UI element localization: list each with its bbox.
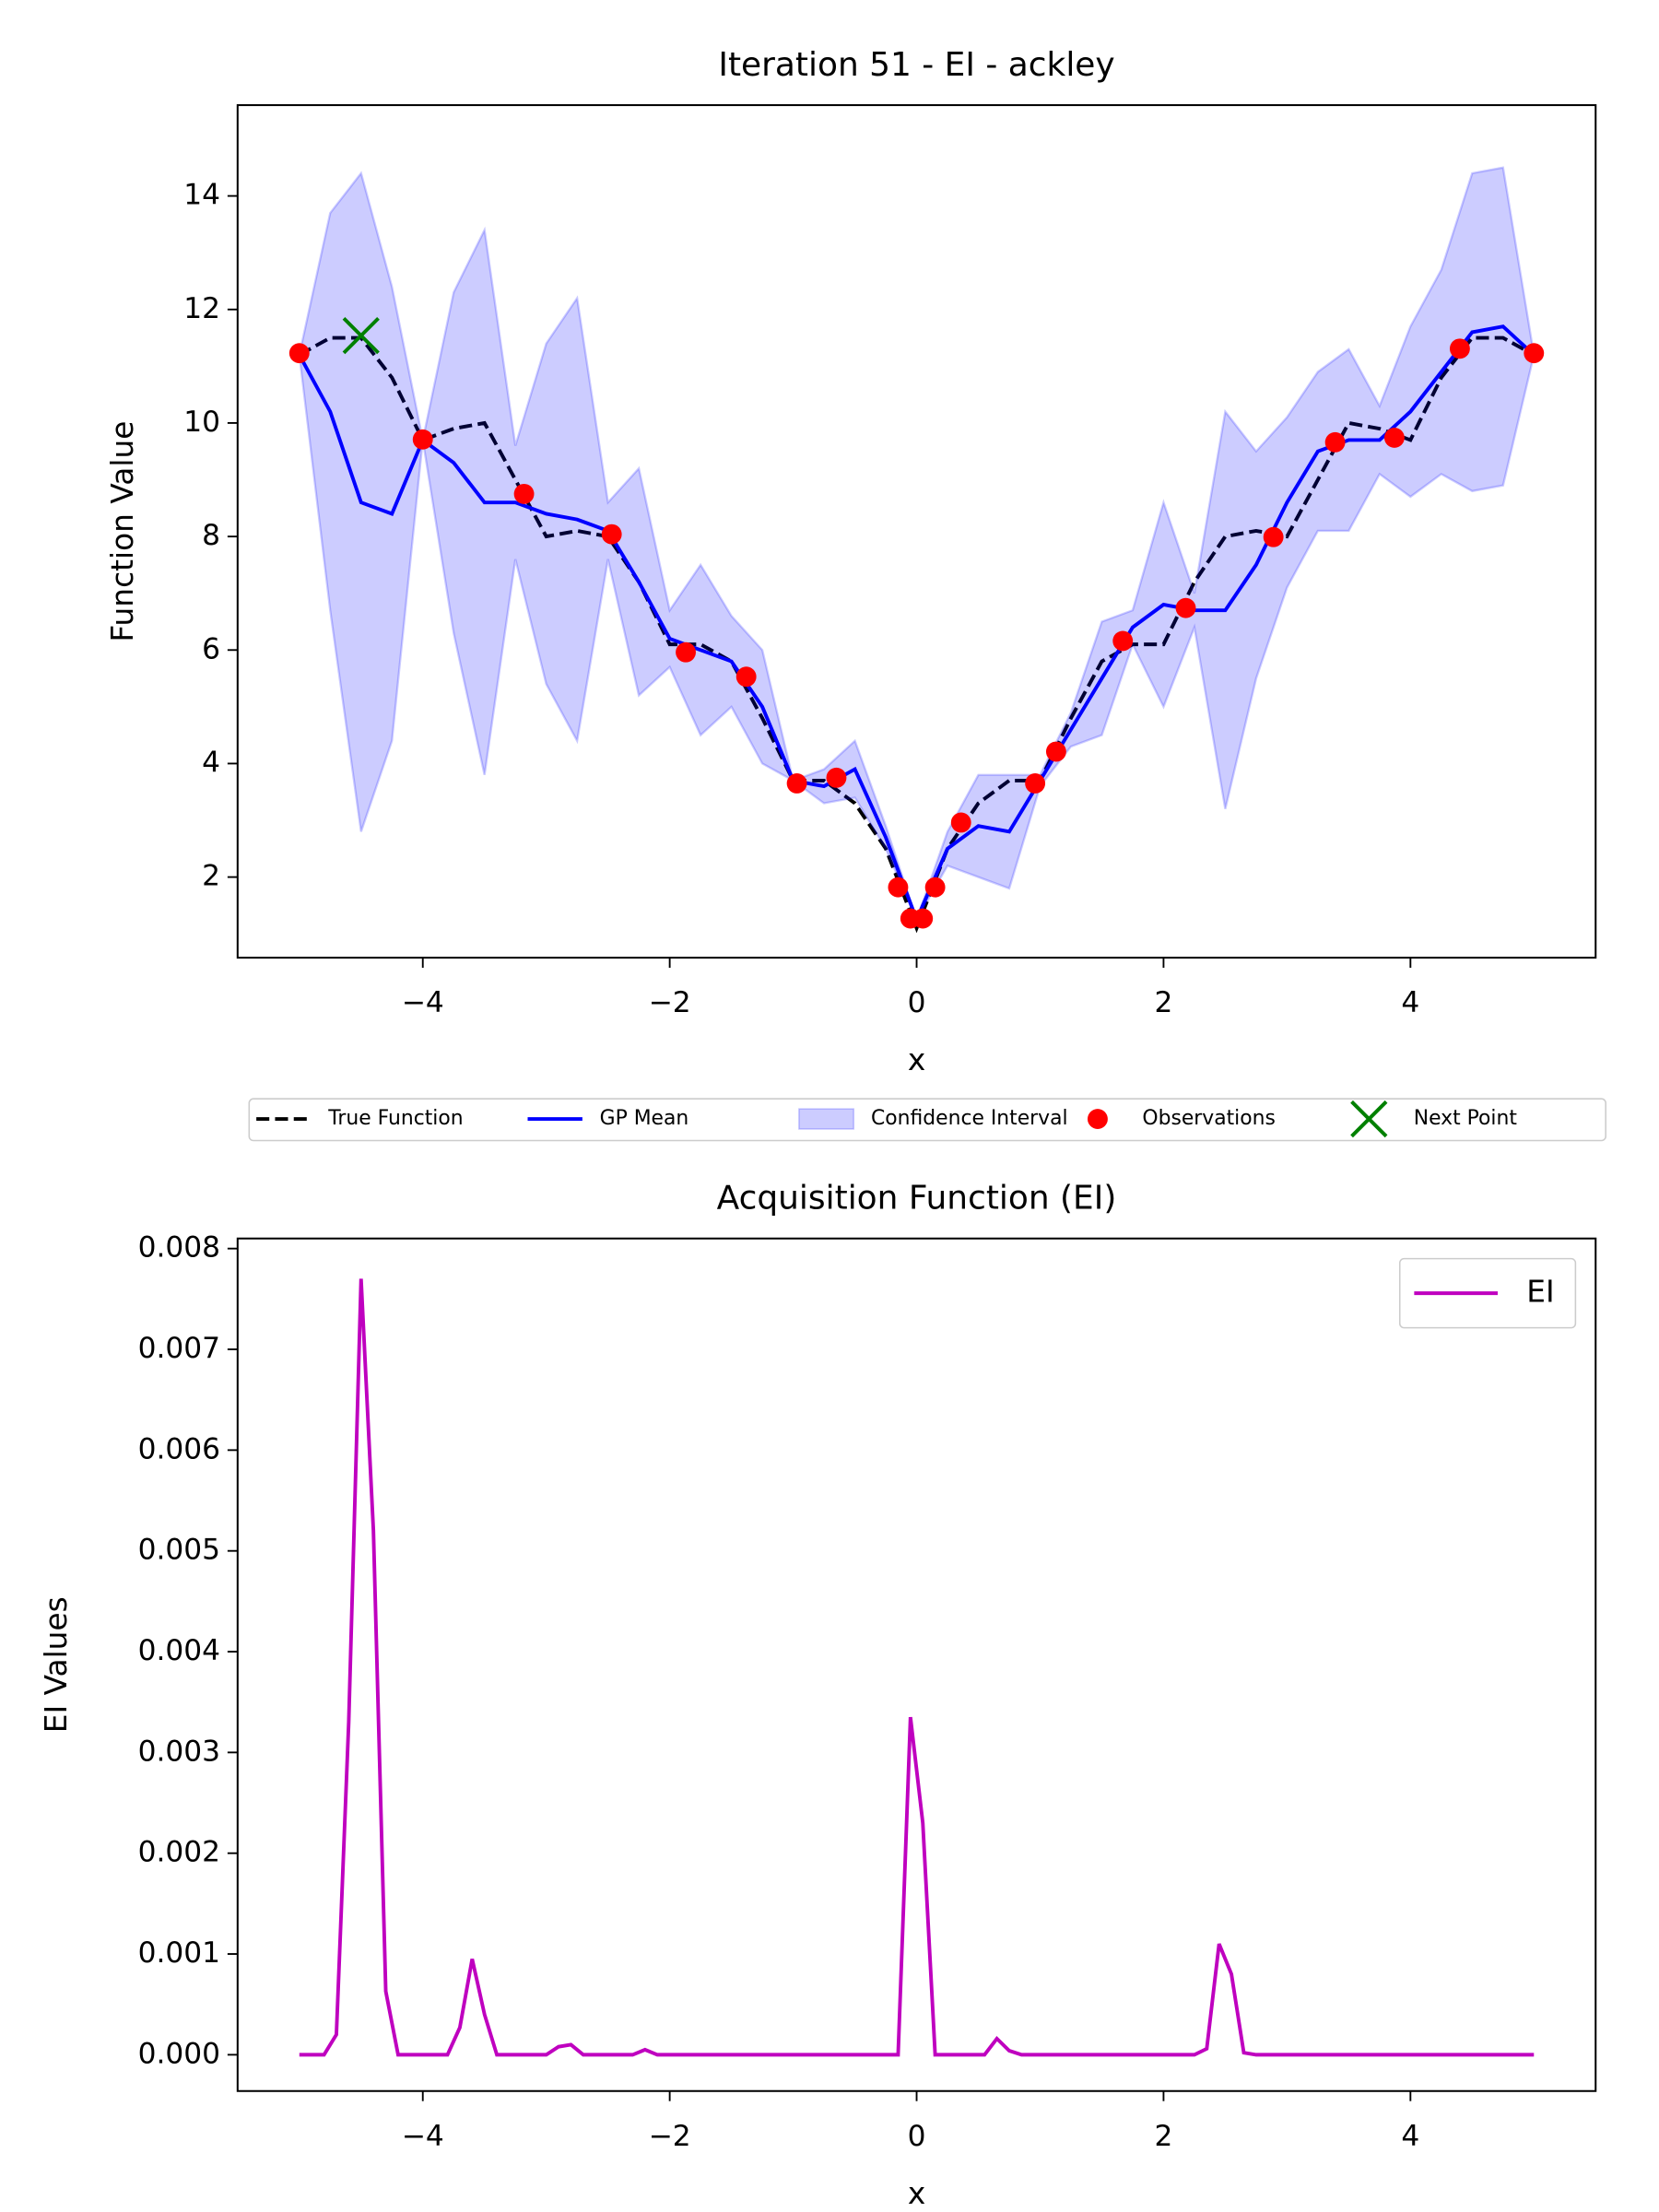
x-axis-label: x bbox=[908, 1042, 925, 1077]
observation bbox=[676, 641, 696, 663]
observation bbox=[412, 429, 433, 450]
observation bbox=[1383, 428, 1405, 448]
y-tick-label: 0.000 bbox=[138, 2037, 220, 2070]
chart-title: Iteration 51 - EI - ackley bbox=[718, 46, 1114, 84]
plot-area bbox=[299, 1278, 1535, 2057]
x-tick-label: −2 bbox=[649, 2120, 691, 2153]
confidence-band bbox=[298, 166, 1535, 924]
x-tick-label: −4 bbox=[402, 986, 444, 1019]
x-tick-label: 0 bbox=[908, 2120, 926, 2153]
y-tick-label: 0.004 bbox=[138, 1634, 220, 1667]
observation bbox=[924, 877, 946, 898]
y-tick-label: 4 bbox=[202, 746, 220, 779]
legend-label: Observations bbox=[1142, 1107, 1276, 1130]
y-tick-label: 0.005 bbox=[138, 1534, 220, 1567]
y-tick-label: 2 bbox=[202, 860, 220, 893]
plot-area bbox=[288, 166, 1545, 934]
observation bbox=[1045, 741, 1066, 762]
y-axis-label: Function Value bbox=[105, 421, 140, 642]
y-tick-label: 12 bbox=[183, 292, 220, 325]
y-axis-label: EI Values bbox=[39, 1596, 74, 1733]
axes-frame bbox=[236, 1237, 1597, 2092]
observation bbox=[1112, 630, 1134, 652]
x-tick-label: 2 bbox=[1154, 2120, 1172, 2153]
y-tick-label: 0.003 bbox=[138, 1735, 220, 1768]
x-tick-label: −4 bbox=[402, 2120, 444, 2153]
legend-label: True Function bbox=[327, 1107, 463, 1130]
legend-swatch bbox=[798, 1108, 855, 1130]
legend-box bbox=[248, 1098, 1606, 1142]
next-point bbox=[342, 316, 380, 355]
observation bbox=[1449, 338, 1470, 359]
observation bbox=[1175, 597, 1196, 618]
x-tick-label: 0 bbox=[908, 986, 926, 1019]
observation bbox=[513, 483, 535, 504]
observation bbox=[912, 908, 934, 929]
y-tick-label: 8 bbox=[202, 519, 220, 552]
y-tick-label: 0.001 bbox=[138, 1936, 220, 1970]
chart-title: Acquisition Function (EI) bbox=[717, 1180, 1117, 1218]
x-tick-label: −2 bbox=[649, 986, 691, 1019]
x-tick-label: 4 bbox=[1401, 2120, 1419, 2153]
observation bbox=[950, 812, 971, 833]
legend-swatch bbox=[1088, 1109, 1108, 1129]
axes-frame bbox=[236, 104, 1597, 959]
y-tick-label: 6 bbox=[202, 632, 220, 665]
x-tick-label: 4 bbox=[1401, 986, 1419, 1019]
observation bbox=[826, 767, 847, 788]
legend-label: Next Point bbox=[1414, 1107, 1518, 1130]
legend-label: GP Mean bbox=[600, 1107, 689, 1130]
y-tick-label: 0.007 bbox=[138, 1332, 220, 1365]
observation bbox=[1324, 431, 1346, 453]
legend-swatch bbox=[1350, 1100, 1388, 1138]
line bbox=[299, 1278, 1535, 2057]
y-tick-label: 10 bbox=[183, 406, 220, 439]
legend-label: Confidence Interval bbox=[871, 1107, 1068, 1130]
observation bbox=[1025, 773, 1046, 794]
observation bbox=[288, 343, 310, 364]
observation bbox=[1263, 526, 1284, 547]
y-tick-label: 14 bbox=[183, 179, 220, 212]
observation bbox=[1524, 343, 1545, 364]
legend-label: EI bbox=[1526, 1275, 1554, 1310]
y-tick-label: 0.006 bbox=[138, 1432, 220, 1465]
observation bbox=[888, 877, 909, 898]
observation bbox=[735, 666, 757, 688]
observation bbox=[601, 524, 622, 545]
y-tick-label: 0.008 bbox=[138, 1231, 220, 1265]
x-tick-label: 2 bbox=[1154, 986, 1172, 1019]
observation bbox=[786, 773, 807, 794]
y-tick-label: 0.002 bbox=[138, 1836, 220, 1869]
line bbox=[298, 335, 1535, 934]
x-axis-label: x bbox=[908, 2176, 925, 2211]
